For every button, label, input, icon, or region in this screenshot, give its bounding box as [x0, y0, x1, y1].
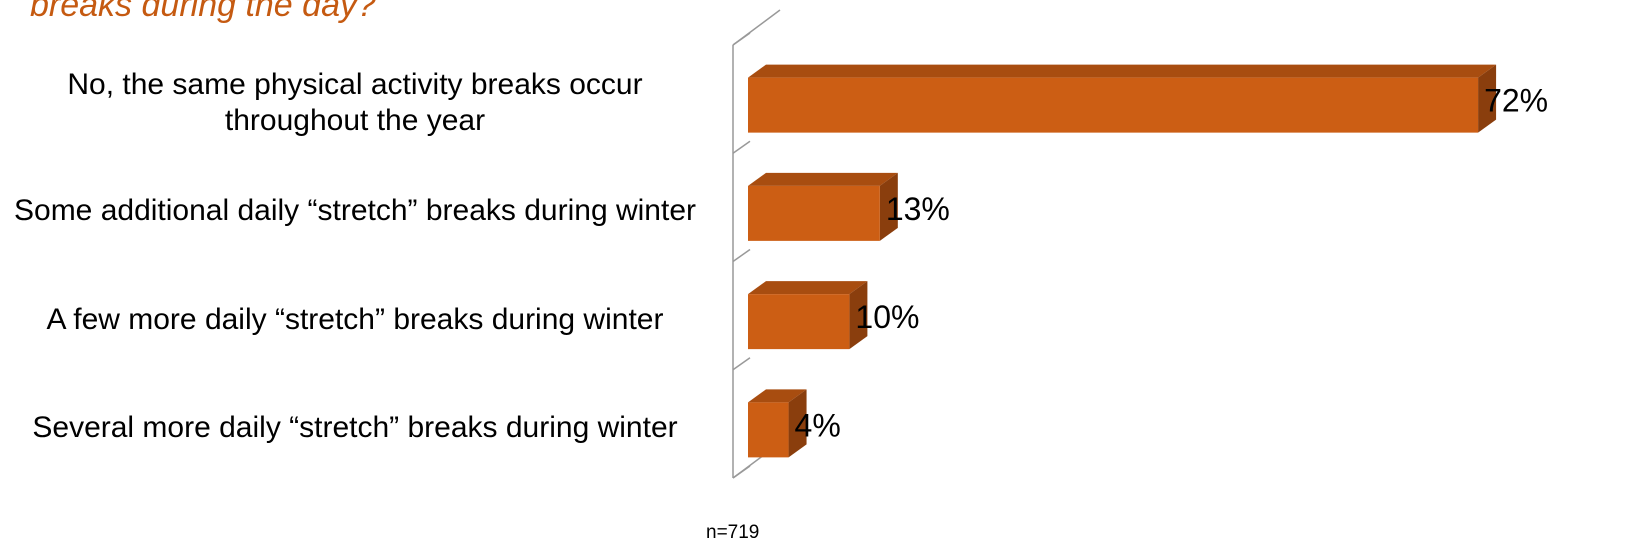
category-label: Some additional daily “stretch” breaks d… [14, 194, 696, 228]
value-label: 10% [855, 299, 919, 335]
axis-tick [732, 140, 751, 154]
value-label: 13% [886, 191, 950, 227]
bar [748, 294, 850, 350]
bar-top [748, 389, 807, 403]
value-label: 4% [795, 407, 841, 443]
axis-tick [732, 32, 751, 46]
sample-size-note: n=719 [706, 522, 760, 543]
value-label: 72% [1484, 83, 1548, 119]
category-label: A few more daily “stretch” breaks during… [46, 302, 664, 336]
bar-side [788, 389, 807, 458]
bar [748, 185, 880, 241]
chart-title: breaks during the day? [30, 0, 376, 24]
bar-side [1478, 64, 1497, 133]
bar-top [748, 281, 868, 295]
bar [748, 77, 1479, 133]
bar [748, 402, 789, 458]
axis-tick [732, 248, 751, 263]
category-label: No, the same physical activity breaks oc… [67, 68, 643, 138]
bar-side [849, 281, 868, 350]
bar-top [748, 64, 1497, 78]
category-label: Several more daily “stretch” breaks duri… [32, 410, 678, 444]
bar-top [748, 172, 898, 186]
axis-tick [732, 357, 751, 371]
bar-side [879, 172, 898, 241]
axis-tick [732, 465, 751, 479]
